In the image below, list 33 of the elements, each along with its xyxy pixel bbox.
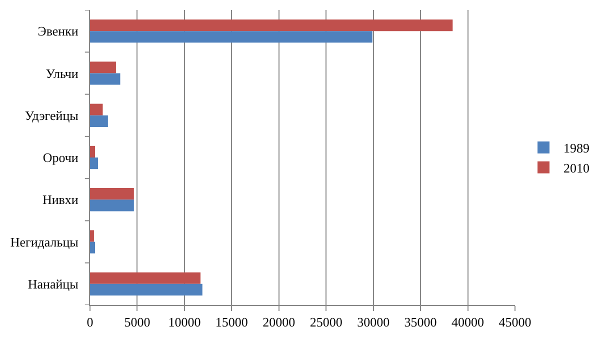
y-tick-label: Негидальцы [10, 234, 79, 250]
bar [90, 115, 108, 127]
x-tick-label: 10000 [168, 314, 201, 330]
y-tick-label: Нивхи [42, 192, 78, 208]
bar [90, 200, 134, 212]
bar [90, 104, 103, 116]
bar [90, 19, 453, 32]
x-tick-label: 25000 [310, 314, 342, 330]
x-tick-label: 5000 [124, 314, 150, 330]
y-tick-label: Орочи [42, 150, 78, 166]
bar [90, 62, 116, 74]
y-tick-label: Нанайцы [28, 276, 79, 292]
bar [90, 158, 98, 170]
x-tick-label: 30000 [357, 314, 390, 330]
x-tick-label: 0 [86, 314, 94, 330]
x-tick-label: 45000 [498, 314, 532, 330]
bar [90, 242, 96, 254]
legend-label: 2010 [564, 160, 590, 176]
bar [90, 73, 120, 85]
y-tick-label: Удэгейцы [24, 108, 79, 123]
x-tick-label: 40000 [452, 314, 484, 330]
bar [90, 146, 96, 158]
bar [90, 284, 202, 296]
x-tick-label: 35000 [404, 314, 437, 330]
bar [90, 272, 200, 284]
y-tick-label: Ульчи [46, 66, 78, 81]
bar [90, 31, 372, 43]
bar [90, 188, 134, 200]
legend-label: 1989 [564, 140, 590, 156]
x-tick-label: 15000 [215, 314, 248, 330]
x-tick-label: 20000 [262, 314, 296, 330]
y-tick-label: Эвенки [38, 24, 78, 39]
bar [90, 230, 94, 242]
